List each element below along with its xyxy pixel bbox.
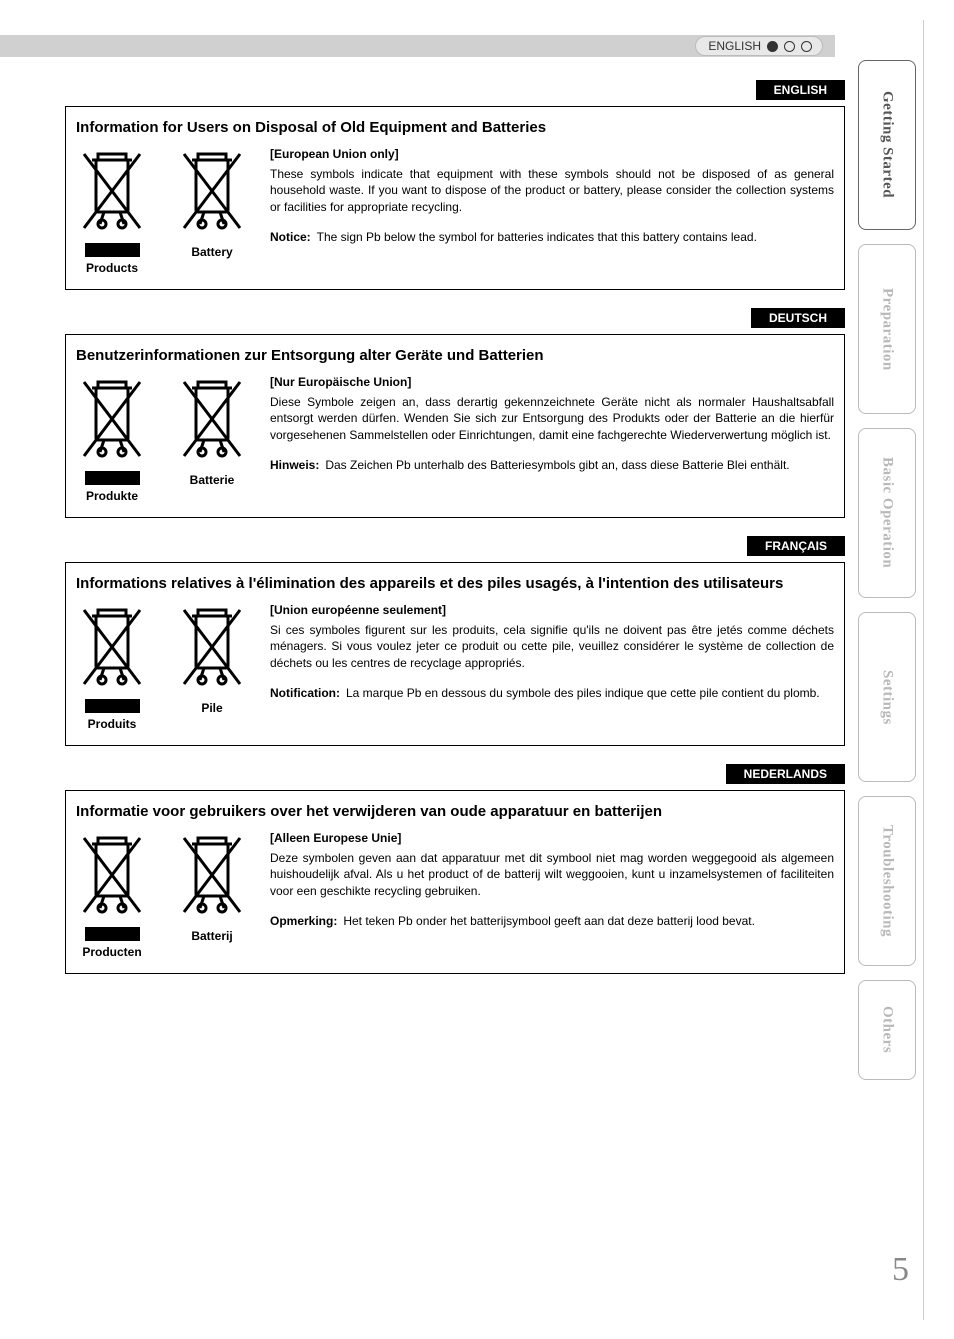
lang-dot-1 xyxy=(767,41,778,52)
battery-label: Pile xyxy=(176,701,248,715)
products-icon-block: Produkte xyxy=(76,374,148,503)
pb-indicator-bar xyxy=(85,243,140,257)
section-body: Products Battery [European Union only] T… xyxy=(76,146,834,275)
tab-settings[interactable]: Settings xyxy=(858,612,916,782)
text-column: [Alleen Europese Unie] Deze symbolen gev… xyxy=(270,830,834,929)
battery-icon-block: Battery xyxy=(176,146,248,259)
tab-label: Basic Operation xyxy=(879,457,896,568)
icon-column: Produkte Batterie xyxy=(76,374,248,503)
subhead: [Alleen Europese Unie] xyxy=(270,830,834,846)
products-label: Produkte xyxy=(76,489,148,503)
products-label: Producten xyxy=(76,945,148,959)
section-body: Produkte Batterie [Nur Europäische Union… xyxy=(76,374,834,503)
lang-tag-francais: FRANÇAIS xyxy=(747,536,845,556)
body-text: Diese Symbole zeigen an, dass derartig g… xyxy=(270,394,834,443)
subhead: [Union européenne seulement] xyxy=(270,602,834,618)
sidebar-tabs: Getting Started Preparation Basic Operat… xyxy=(858,60,916,1094)
products-icon-block: Products xyxy=(76,146,148,275)
text-column: [Union européenne seulement] Si ces symb… xyxy=(270,602,834,701)
tab-basic-operation[interactable]: Basic Operation xyxy=(858,428,916,598)
battery-label: Batterie xyxy=(176,473,248,487)
section-deutsch-wrapper: DEUTSCH Benutzerinformationen zur Entsor… xyxy=(65,308,845,518)
section-box-english: Information for Users on Disposal of Old… xyxy=(65,106,845,290)
lang-tag-deutsch: DEUTSCH xyxy=(751,308,845,328)
weee-bin-icon xyxy=(176,374,248,464)
notice-text: Het teken Pb onder het batterijsymbool g… xyxy=(343,913,834,929)
weee-bin-icon xyxy=(76,830,148,920)
page-number: 5 xyxy=(892,1251,909,1289)
weee-bin-icon xyxy=(76,602,148,692)
section-box-nederlands: Informatie voor gebruikers over het verw… xyxy=(65,790,845,974)
products-icon-block: Produits xyxy=(76,602,148,731)
notice-row: Hinweis: Das Zeichen Pb unterhalb des Ba… xyxy=(270,457,834,473)
section-francais-wrapper: FRANÇAIS Informations relatives à l'élim… xyxy=(65,536,845,746)
icon-column: Products Battery xyxy=(76,146,248,275)
tab-label: Settings xyxy=(879,670,896,725)
lang-dot-2 xyxy=(784,41,795,52)
notice-text: The sign Pb below the symbol for batteri… xyxy=(317,229,834,245)
notice-row: Notification: La marque Pb en dessous du… xyxy=(270,685,834,701)
section-nederlands-wrapper: NEDERLANDS Informatie voor gebruikers ov… xyxy=(65,764,845,974)
tab-label: Preparation xyxy=(879,288,896,371)
notice-label: Hinweis: xyxy=(270,457,319,473)
weee-bin-icon xyxy=(176,602,248,692)
section-title: Information for Users on Disposal of Old… xyxy=(76,119,834,136)
language-label: ENGLISH xyxy=(708,39,761,53)
tab-troubleshooting[interactable]: Troubleshooting xyxy=(858,796,916,966)
text-column: [Nur Europäische Union] Diese Symbole ze… xyxy=(270,374,834,473)
tab-label: Troubleshooting xyxy=(879,825,896,937)
tab-label: Getting Started xyxy=(879,91,896,198)
section-box-deutsch: Benutzerinformationen zur Entsorgung alt… xyxy=(65,334,845,518)
body-text: Si ces symboles figurent sur les produit… xyxy=(270,622,834,671)
notice-text: La marque Pb en dessous du symbole des p… xyxy=(346,685,834,701)
notice-row: Notice: The sign Pb below the symbol for… xyxy=(270,229,834,245)
subhead: [European Union only] xyxy=(270,146,834,162)
notice-label: Notice: xyxy=(270,229,311,245)
weee-bin-icon xyxy=(76,374,148,464)
body-text: These symbols indicate that equipment wi… xyxy=(270,166,834,215)
notice-text: Das Zeichen Pb unterhalb des Batteriesym… xyxy=(325,457,834,473)
weee-bin-icon xyxy=(176,830,248,920)
section-body: Produits Pile [Union européenne seulemen… xyxy=(76,602,834,731)
pb-indicator-bar xyxy=(85,699,140,713)
products-label: Produits xyxy=(76,717,148,731)
lang-dot-3 xyxy=(801,41,812,52)
lang-tag-nederlands: NEDERLANDS xyxy=(726,764,845,784)
sidebar-divider xyxy=(923,20,924,1320)
battery-icon-block: Batterie xyxy=(176,374,248,487)
notice-row: Opmerking: Het teken Pb onder het batter… xyxy=(270,913,834,929)
weee-bin-icon xyxy=(176,146,248,236)
section-title: Benutzerinformationen zur Entsorgung alt… xyxy=(76,347,834,364)
text-column: [European Union only] These symbols indi… xyxy=(270,146,834,245)
icon-column: Produits Pile xyxy=(76,602,248,731)
header-bar: ENGLISH xyxy=(0,35,835,57)
products-label: Products xyxy=(76,261,148,275)
battery-label: Batterij xyxy=(176,929,248,943)
battery-icon-block: Pile xyxy=(176,602,248,715)
pb-indicator-bar xyxy=(85,471,140,485)
icon-column: Producten Batterij xyxy=(76,830,248,959)
content-area: ENGLISH Information for Users on Disposa… xyxy=(65,80,845,992)
subhead: [Nur Europäische Union] xyxy=(270,374,834,390)
tab-others[interactable]: Others xyxy=(858,980,916,1080)
tab-preparation[interactable]: Preparation xyxy=(858,244,916,414)
weee-bin-icon xyxy=(76,146,148,236)
lang-tag-english: ENGLISH xyxy=(756,80,845,100)
language-selector[interactable]: ENGLISH xyxy=(695,36,823,56)
section-english-wrapper: ENGLISH Information for Users on Disposa… xyxy=(65,80,845,290)
section-title: Informatie voor gebruikers over het verw… xyxy=(76,803,834,820)
section-title: Informations relatives à l'élimination d… xyxy=(76,575,834,592)
section-box-francais: Informations relatives à l'élimination d… xyxy=(65,562,845,746)
battery-icon-block: Batterij xyxy=(176,830,248,943)
pb-indicator-bar xyxy=(85,927,140,941)
products-icon-block: Producten xyxy=(76,830,148,959)
body-text: Deze symbolen geven aan dat apparatuur m… xyxy=(270,850,834,899)
tab-getting-started[interactable]: Getting Started xyxy=(858,60,916,230)
tab-label: Others xyxy=(879,1006,896,1053)
notice-label: Opmerking: xyxy=(270,913,337,929)
battery-label: Battery xyxy=(176,245,248,259)
notice-label: Notification: xyxy=(270,685,340,701)
section-body: Producten Batterij [Alleen Europese Unie… xyxy=(76,830,834,959)
